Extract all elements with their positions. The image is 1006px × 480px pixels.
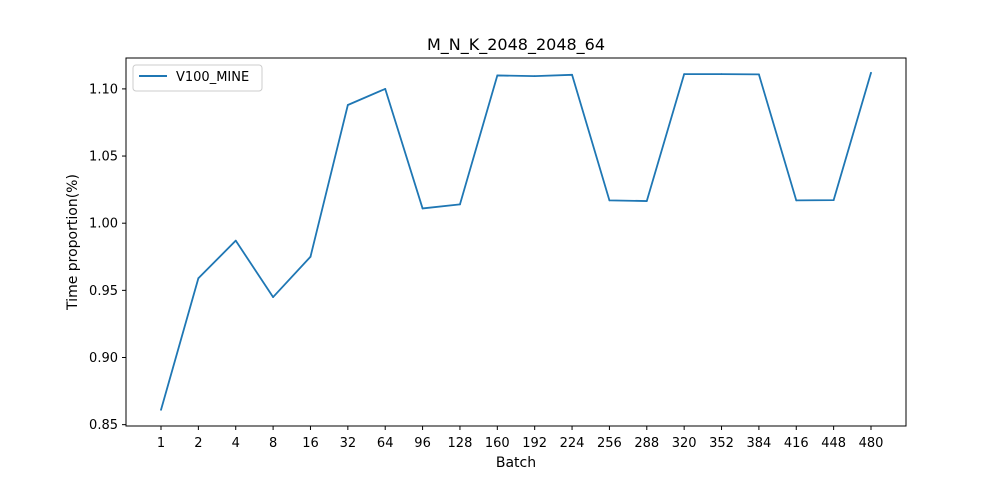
y-tick-label: 0.95: [89, 284, 118, 299]
x-tick-label: 32: [340, 436, 357, 451]
data-point: [272, 296, 275, 298]
x-tick-label: 480: [859, 436, 884, 451]
data-point: [608, 199, 611, 202]
x-tick-label: 384: [746, 436, 771, 451]
x-tick-label: 2: [194, 436, 202, 451]
x-tick-label: 8: [269, 436, 277, 451]
data-point: [533, 75, 536, 78]
data-point: [421, 207, 424, 210]
y-tick-label: 0.85: [89, 418, 118, 433]
data-point: [870, 71, 872, 74]
data-point: [571, 73, 573, 76]
y-tick-label: 1.10: [89, 82, 118, 97]
x-tick-label: 160: [485, 436, 510, 451]
x-tick-label: 96: [414, 436, 431, 451]
x-axis: 1 2 4 8 16 32 64 96 128 160 192 224 256 288 320 352 384 4…: [157, 426, 884, 451]
data-point: [384, 87, 387, 90]
y-tick-label: 0.90: [89, 351, 118, 366]
x-tick-label: 192: [522, 436, 547, 451]
y-tick-label: 1.05: [89, 150, 118, 165]
x-tick-label: 1: [157, 436, 165, 451]
legend: V100_MINE: [132, 64, 263, 92]
y-axis: 0.85 0.90 0.95 1.00 1.05 1.10: [89, 82, 126, 433]
data-point: [160, 408, 162, 411]
x-tick-label: 128: [448, 436, 473, 451]
data-point: [309, 255, 312, 258]
x-tick-label: 320: [672, 436, 697, 451]
x-tick-label: 224: [560, 436, 585, 451]
series-line-v100-mine: [160, 72, 872, 411]
chart-title: M_N_K_2048_2048_64: [427, 35, 605, 55]
x-tick-label: 288: [634, 436, 659, 451]
data-point: [197, 277, 200, 280]
y-axis-label: Time proportion(%): [65, 174, 81, 311]
data-point: [683, 73, 686, 76]
data-point: [832, 199, 835, 201]
y-tick-label: 1.00: [89, 217, 118, 232]
legend-box: [132, 64, 263, 92]
plot-area: [125, 57, 907, 427]
x-tick-label: 416: [784, 436, 809, 451]
x-tick-label: 352: [709, 436, 734, 451]
data-point: [757, 73, 760, 76]
x-tick-label: 4: [232, 436, 240, 451]
legend-label-v100-mine: V100_MINE: [176, 70, 249, 85]
data-point: [795, 199, 798, 202]
data-point: [645, 200, 648, 202]
data-point: [496, 74, 499, 77]
data-point: [346, 104, 349, 106]
x-axis-label: Batch: [496, 455, 536, 471]
x-tick-label: 256: [597, 436, 622, 451]
x-tick-label: 64: [377, 436, 394, 451]
x-tick-label: 16: [302, 436, 319, 451]
data-point: [459, 203, 461, 206]
data-point: [234, 239, 237, 242]
x-tick-label: 448: [821, 436, 846, 451]
series-layer: [160, 71, 872, 411]
data-point: [720, 73, 723, 76]
